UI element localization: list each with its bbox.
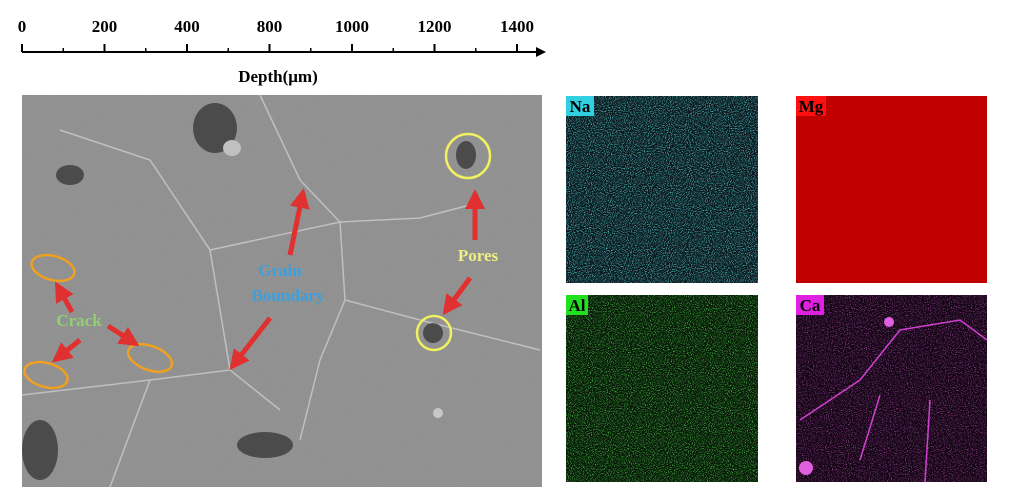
pores-label: Pores: [458, 246, 499, 265]
grain-boundary-label: Boundary: [252, 286, 325, 305]
tick-label: 0: [18, 17, 27, 36]
sem-image: Crack Grain Boundary Pores: [21, 94, 542, 488]
eds-element: Ca: [800, 296, 821, 315]
tick-label: 1200: [418, 17, 452, 36]
axis-title: Depth(μm): [238, 67, 318, 86]
grain-boundary-label: Grain: [258, 261, 302, 280]
tick-label: 400: [174, 17, 200, 36]
tick-label: 1000: [335, 17, 369, 36]
eds-maps: Na Mg Al Ca: [566, 96, 988, 483]
tick-label: 200: [92, 17, 118, 36]
eds-element: Al: [569, 296, 586, 315]
eds-element: Na: [570, 97, 591, 116]
crack-label: Crack: [56, 311, 102, 330]
depth-axis: Depth(μm) 0 200 400 800 1000 1200 1400: [18, 17, 546, 86]
eds-element: Mg: [799, 97, 824, 116]
tick-label: 800: [257, 17, 283, 36]
tick-label: 1400: [500, 17, 534, 36]
axis-arrow: [536, 47, 546, 57]
